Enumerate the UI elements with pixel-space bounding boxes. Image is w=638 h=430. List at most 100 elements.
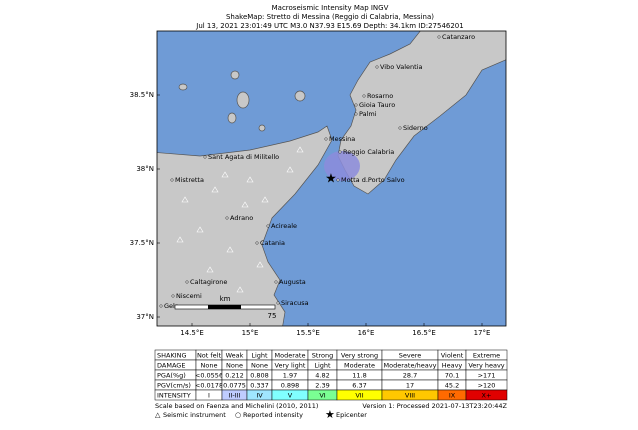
island: [236, 91, 250, 109]
place-dot: [225, 216, 229, 220]
place-dot: [338, 150, 342, 154]
station: [241, 201, 249, 208]
place-label: Catanzaro: [442, 33, 475, 41]
table-value: IX: [449, 392, 456, 400]
table-value: VI: [319, 392, 325, 400]
place-dot: [362, 94, 366, 98]
legend-symbol: ★: [325, 408, 335, 421]
table-header: Strong: [312, 352, 333, 360]
table-header: Extreme: [473, 352, 500, 360]
place-label: Mistretta: [175, 176, 204, 184]
table-value: 0.898: [281, 382, 300, 390]
place-label: Messina: [329, 135, 355, 143]
legend-label: Epicenter: [336, 411, 367, 419]
table-header: Severe: [399, 352, 422, 360]
table-value: X+: [482, 392, 492, 400]
table-value: IV: [256, 392, 263, 400]
station: [181, 196, 189, 203]
table-header: Light: [251, 352, 268, 360]
place-dot: [354, 112, 358, 116]
table-value: Very heavy: [468, 362, 504, 370]
table-value: INTENSITY: [157, 392, 191, 400]
scale-unit: km: [220, 295, 231, 303]
version: Version 1: Processed 2021-07-13T23:20:44…: [362, 402, 507, 410]
place-dot: [170, 178, 174, 182]
lon-label: 16.5°E: [412, 329, 436, 337]
place-dot: [159, 304, 163, 308]
lon-label: 15.5°E: [296, 329, 320, 337]
place-label: Reggio Calabria: [343, 148, 394, 156]
table-value: 0.0775: [223, 382, 246, 390]
island: [178, 83, 188, 91]
place-dot: [274, 280, 278, 284]
place-label: Caltagirone: [190, 278, 227, 286]
table-value: Moderate: [344, 362, 375, 370]
table-value: 28.7: [403, 372, 417, 380]
table-value: >171: [478, 372, 496, 380]
scale-end: 75: [268, 312, 277, 320]
table-value: II-III: [229, 392, 241, 400]
table-value: 0.337: [250, 382, 269, 390]
place-label: Gioia Tauro: [359, 101, 395, 109]
island: [258, 124, 266, 132]
place-dot: [171, 294, 175, 298]
place-dot: [266, 224, 270, 228]
place-dot: [336, 178, 340, 182]
station: [236, 286, 244, 293]
subtitle: ShakeMap: Stretto di Messina (Reggio di …: [226, 13, 434, 21]
island: [294, 90, 306, 102]
station: [226, 246, 234, 253]
lat-label: 37°N: [136, 313, 154, 321]
legend-symbol: △: [155, 411, 161, 419]
map-frame: [156, 30, 507, 327]
table-value: 2.39: [315, 382, 329, 390]
epicenter: ★: [325, 172, 337, 187]
station: [176, 236, 184, 243]
scale-bar-segment: [208, 305, 241, 309]
station: [256, 261, 264, 268]
place-dot: [437, 35, 441, 39]
table-value: Moderate/heavy: [384, 362, 437, 370]
table-value: VII: [355, 392, 363, 400]
lon-label: 16°E: [358, 329, 375, 337]
place-dot: [354, 103, 358, 107]
place-dot: [324, 137, 328, 141]
table-header: Weak: [226, 352, 244, 360]
place-label: Catania: [260, 239, 285, 247]
scale-note: Scale based on Faenza and Michelini (201…: [155, 402, 318, 410]
place-dot: [398, 126, 402, 130]
table-value: V: [288, 392, 293, 400]
table-value: <0.0178: [195, 382, 223, 390]
table-value: 17: [406, 382, 414, 390]
table-value: None: [226, 362, 243, 370]
place-label: Acireale: [271, 222, 297, 230]
table-value: DAMAGE: [157, 362, 185, 370]
sicily: [157, 125, 333, 326]
title: Macroseismic Intensity Map INGV: [272, 4, 389, 12]
place-label: Siderno: [403, 124, 428, 132]
table-value: <0.0556: [195, 372, 223, 380]
island: [230, 70, 240, 80]
station: [261, 196, 269, 203]
table-value: 0.212: [225, 372, 244, 380]
table-value: >120: [478, 382, 496, 390]
place-dot: [276, 301, 280, 305]
table-value: I: [208, 392, 210, 400]
table-value: 6.37: [352, 382, 366, 390]
shaking-area: [324, 151, 360, 181]
table-value: VIII: [405, 392, 415, 400]
legend-label: Reported intensity: [243, 411, 303, 419]
station: [296, 146, 304, 153]
table-value: 4.82: [315, 372, 329, 380]
lon-label: 17°E: [474, 329, 491, 337]
table-value: Heavy: [442, 362, 463, 370]
place-label: Niscemi: [176, 292, 202, 300]
place-dot: [375, 65, 379, 69]
table-value: 45.2: [445, 382, 459, 390]
place-label: Vibo Valentia: [380, 63, 422, 71]
place-label: Motta d.Porto Salvo: [341, 176, 405, 184]
place-label: Sant Agata di Militello: [208, 153, 279, 161]
